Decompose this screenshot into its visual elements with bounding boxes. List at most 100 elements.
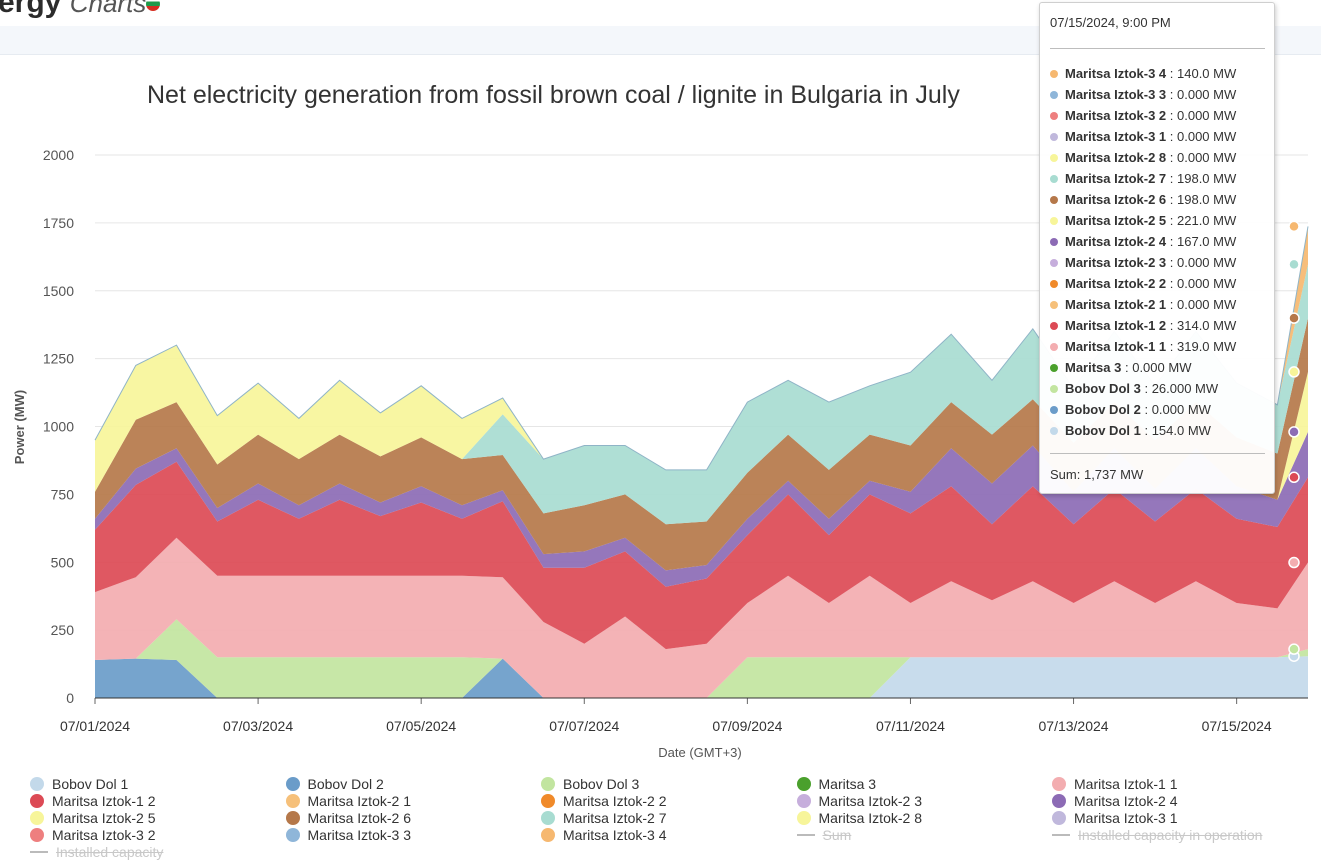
tooltip-dot	[1050, 406, 1058, 414]
tooltip-separator	[1050, 48, 1265, 49]
tooltip-series-name: Maritsa Iztok-2 7	[1065, 171, 1167, 186]
chart-title: Net electricity generation from fossil b…	[147, 81, 960, 109]
tooltip-series-value: 0.000 MW	[1177, 276, 1237, 291]
tooltip-series-value: 0.000 MW	[1177, 129, 1237, 144]
y-tick-label: 1000	[43, 419, 74, 435]
legend-label: Maritsa Iztok-1 1	[1074, 776, 1178, 792]
legend-marker	[541, 828, 555, 842]
site-logo[interactable]: ergy Charts	[0, 0, 161, 20]
legend-item[interactable]: Maritsa Iztok-2 2	[541, 793, 666, 810]
y-tick-label: 0	[66, 690, 74, 706]
tooltip-series-name: Maritsa Iztok-2 4	[1065, 234, 1167, 249]
hover-tooltip: 07/15/2024, 9:00 PM Maritsa Iztok-3 4 : …	[1039, 2, 1275, 494]
tooltip-sum: Sum: 1,737 MW	[1050, 467, 1144, 482]
legend-marker	[1052, 794, 1066, 808]
x-axis-ticks: 07/01/2024 07/03/2024 07/05/2024 07/07/2024…	[60, 698, 1272, 734]
tooltip-series-value: 167.0 MW	[1177, 234, 1237, 249]
legend-item[interactable]: Maritsa Iztok-2 7	[541, 810, 666, 827]
legend-label: Maritsa Iztok-2 6	[307, 810, 411, 826]
legend-item[interactable]: Installed capacity in operation	[1052, 827, 1262, 844]
legend-item[interactable]: Maritsa Iztok-1 2	[30, 793, 155, 810]
tooltip-dot	[1050, 91, 1058, 99]
legend-item[interactable]: Installed capacity	[30, 844, 163, 861]
legend-item[interactable]: Maritsa Iztok-3 4	[541, 827, 666, 844]
tooltip-row: Maritsa Iztok-3 3 : 0.000 MW	[1050, 85, 1236, 104]
tooltip-sum-value: 1,737 MW	[1083, 467, 1144, 482]
legend-item[interactable]: Maritsa Iztok-2 3	[796, 793, 922, 810]
tooltip-series-value: 198.0 MW	[1177, 171, 1237, 186]
tooltip-series-name: Maritsa Iztok-2 3	[1065, 255, 1167, 270]
legend-label: Maritsa Iztok-3 3	[307, 827, 411, 843]
legend-label: Maritsa Iztok-2 2	[563, 793, 667, 809]
tooltip-dot	[1050, 196, 1058, 204]
legend-marker	[285, 794, 300, 808]
tooltip-row: Maritsa Iztok-2 7 : 198.0 MW	[1050, 169, 1236, 188]
tooltip-series-name: Maritsa Iztok-2 8	[1065, 150, 1167, 165]
legend-marker	[1052, 834, 1070, 836]
tooltip-series-name: Maritsa Iztok-1 2	[1065, 318, 1167, 333]
logo-subtext: Charts	[69, 0, 147, 18]
legend-label: Maritsa Iztok-2 5	[52, 810, 156, 826]
legend-label: Maritsa Iztok-3 4	[563, 827, 667, 843]
tooltip-row: Maritsa Iztok-2 5 : 221.0 MW	[1050, 211, 1236, 230]
tooltip-series-name: Maritsa Iztok-1 1	[1065, 339, 1167, 354]
legend-item[interactable]: Maritsa Iztok-3 3	[285, 827, 411, 844]
y-axis-ticks: 0 250 500 750 1000 1250 1500 1750 2000	[43, 147, 74, 706]
tooltip-dot	[1050, 385, 1058, 393]
legend-label: Maritsa Iztok-2 4	[1074, 793, 1178, 809]
legend-marker	[796, 834, 815, 836]
legend-item[interactable]: Maritsa Iztok-3 2	[30, 827, 155, 844]
tooltip-series-name: Maritsa Iztok-3 2	[1065, 108, 1167, 123]
tooltip-series-name: Maritsa Iztok-2 1	[1065, 297, 1167, 312]
legend-marker	[541, 811, 555, 825]
legend-marker	[30, 811, 44, 825]
legend-item[interactable]: Bobov Dol 1	[30, 776, 128, 793]
tooltip-series-value: 314.0 MW	[1177, 318, 1237, 333]
legend-item[interactable]: Bobov Dol 3	[541, 776, 639, 793]
tooltip-series-name: Bobov Dol 1	[1065, 423, 1141, 438]
area-bobov-dol-3[interactable]	[95, 619, 1308, 698]
tooltip-sum-label: Sum	[1050, 467, 1077, 482]
legend-marker	[541, 794, 555, 808]
tooltip-row: Maritsa Iztok-3 1 : 0.000 MW	[1050, 127, 1236, 146]
legend-item[interactable]: Maritsa Iztok-3 1	[1052, 810, 1177, 827]
legend-item[interactable]: Maritsa Iztok-2 4	[1052, 793, 1177, 810]
legend-marker	[1052, 777, 1066, 791]
legend-label: Maritsa Iztok-3 2	[52, 827, 156, 843]
hover-point	[1288, 312, 1300, 324]
legend-item[interactable]: Maritsa 3	[796, 776, 876, 793]
legend-marker	[30, 828, 44, 842]
area-maritsa-iztok-2-4[interactable]	[95, 431, 1308, 587]
tooltip-dot	[1050, 259, 1058, 267]
legend-label: Bobov Dol 2	[307, 776, 384, 792]
tooltip-row: Maritsa Iztok-2 2 : 0.000 MW	[1050, 274, 1236, 293]
tooltip-series-value: 0.000 MW	[1132, 360, 1192, 375]
tooltip-series-name: Bobov Dol 2	[1065, 402, 1141, 417]
legend-item[interactable]: Maritsa Iztok-2 6	[285, 810, 411, 827]
legend-item[interactable]: Maritsa Iztok-1 1	[1052, 776, 1177, 793]
legend-item[interactable]: Maritsa Iztok-2 8	[796, 810, 922, 827]
hover-markers	[1288, 220, 1300, 662]
tooltip-series-name: Maritsa Iztok-2 6	[1065, 192, 1167, 207]
x-tick-label: 07/03/2024	[223, 718, 293, 734]
tooltip-separator	[1050, 453, 1265, 454]
tooltip-dot	[1050, 112, 1058, 120]
legend-item[interactable]: Bobov Dol 2	[285, 776, 384, 793]
legend-item[interactable]: Maritsa Iztok-2 1	[285, 793, 411, 810]
legend-marker	[30, 851, 48, 853]
tooltip-header: 07/15/2024, 9:00 PM	[1050, 15, 1171, 30]
area-maritsa-iztok-1-2[interactable]	[95, 461, 1308, 650]
hover-point	[1288, 258, 1300, 271]
legend-marker	[285, 828, 300, 842]
tooltip-series-value: 221.0 MW	[1177, 213, 1237, 228]
tooltip-series-value: 319.0 MW	[1177, 339, 1237, 354]
legend-item[interactable]: Maritsa Iztok-2 5	[30, 810, 155, 827]
legend-label: Maritsa Iztok-3 1	[1074, 810, 1178, 826]
legend-label: Bobov Dol 3	[563, 776, 640, 792]
tooltip-series-name: Maritsa Iztok-2 2	[1065, 276, 1167, 291]
legend-item[interactable]: Sum	[796, 827, 851, 844]
area-maritsa-iztok-2-8[interactable]	[95, 264, 1308, 492]
area-bobov-dol-1[interactable]	[95, 656, 1308, 698]
area-maritsa-iztok-1-1[interactable]	[95, 537, 1308, 698]
tooltip-dot	[1050, 280, 1058, 288]
